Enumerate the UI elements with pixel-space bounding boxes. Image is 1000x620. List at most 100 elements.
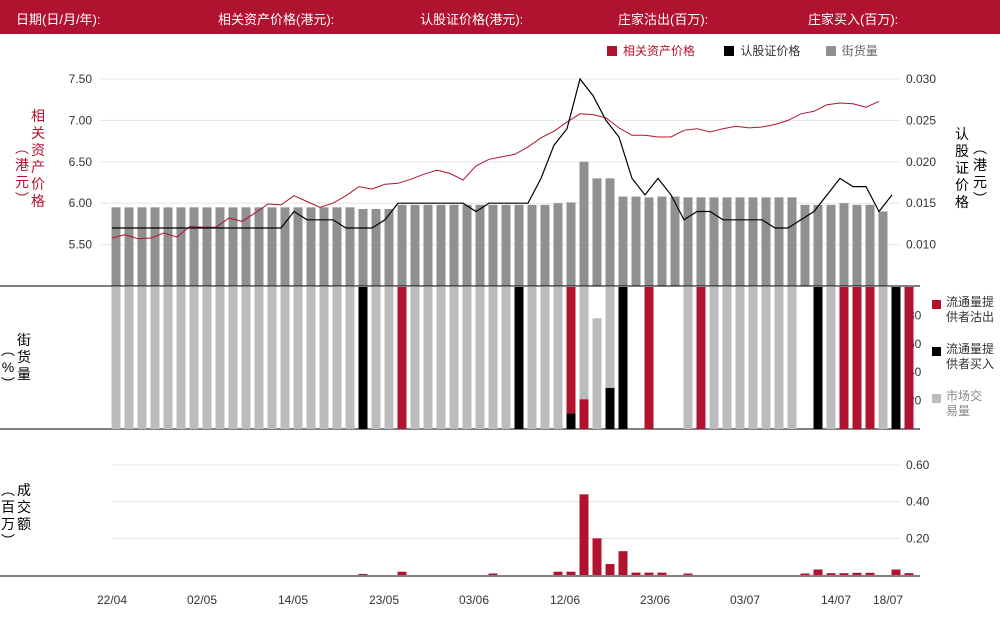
legend-underlying-label: 相关资产价格 [623,44,696,58]
legend-swatch-grey [825,46,836,56]
legend-swatch-black [724,46,735,56]
turnover-bar [631,572,641,575]
outstanding-bar [436,204,446,286]
outstanding-bar [618,196,628,286]
market-volume-bar [475,287,485,429]
outstanding-bar [709,197,719,286]
turnover-bar [553,571,563,575]
turnover-bar [618,551,628,575]
left-axis-title-b: ︵ 港元 ︶ [15,140,29,207]
side-legend-swatch-red [932,300,941,309]
side-legend-sold-label: 流通量提供者沽出 [946,295,995,324]
outstanding-bar [228,207,238,286]
bottom-tick-label: 0.60 [906,458,930,472]
market-volume-bar [267,287,277,429]
outstanding-bar [176,207,186,286]
legend-outstanding: 街货量 [825,42,878,59]
x-tick-label: 22/04 [97,593,127,607]
side-legend-bought-label: 流通量提供者买入 [946,342,995,371]
market-volume-bar [306,287,316,429]
legend-underlying: 相关资产价格 [607,42,695,59]
x-tick-label: 12/06 [550,593,580,607]
market-volume-bar [501,287,511,429]
outstanding-bar [800,204,810,286]
market-volume-bar [436,287,446,429]
x-tick-label: 03/06 [459,593,489,607]
turnover-bar [397,571,407,575]
turnover-bar [904,573,914,575]
x-tick-label: 23/06 [640,593,670,607]
left-axis-title-a: 相关资产价格 [31,108,45,209]
turnover-bar [826,573,836,575]
market-volume-bar [579,287,589,400]
market-volume-bar [215,287,225,429]
outstanding-bar [631,196,641,286]
market-volume-bar [761,287,771,429]
market-volume-bar [410,287,420,429]
lp-sold-bar [579,399,589,429]
turnover-bar [592,538,602,575]
lp-bought-bar [514,287,524,429]
market-volume-bar [722,287,732,429]
outstanding-bar [345,207,355,286]
market-volume-bar [683,287,693,429]
date-label: 日期(日/月/年): [16,12,101,27]
mid-axis-title-b: ︵% ︶ [1,342,15,392]
lp-sold-bar [566,287,576,414]
turnover-bar [813,569,823,575]
side-legend-market: 市场交易量 [932,389,1000,421]
bottom-tick-label: 0.40 [906,495,930,509]
right-tick-label: 0.025 [906,113,936,127]
outstanding-bar [462,204,472,286]
left-tick-label: 6.50 [69,155,93,169]
issuer-bought-label: 庄家买入(百万): [808,12,899,27]
outstanding-bar [410,204,420,286]
lp-bought-bar [891,287,901,429]
market-volume-bar [878,287,888,429]
top-legend: 相关资产价格 认股证价格 街货量 [607,42,878,59]
market-volume-bar [189,287,199,429]
market-volume-bar [202,287,212,429]
outstanding-bar [722,197,732,286]
turnover-bar [605,564,615,575]
x-tick-label: 18/07 [873,593,903,607]
turnover-bar [579,494,589,575]
right-axis-title-a: 认股证价格 [955,126,969,210]
legend-outstanding-label: 街货量 [841,44,878,58]
outstanding-bar [189,207,199,286]
side-legend-swatch-grey [932,394,941,403]
lp-sold-bar [839,287,849,429]
outstanding-bar [514,204,524,286]
outstanding-bar [111,207,121,286]
outstanding-bar [605,178,615,286]
outstanding-bar [163,207,173,286]
outstanding-bar [774,197,784,286]
left-tick-label: 6.00 [69,196,93,210]
legend-swatch-red [607,46,617,56]
outstanding-bar [748,197,758,286]
market-volume-bar [462,287,472,429]
market-volume-bar [228,287,238,429]
market-volume-bar [540,287,550,429]
legend-warrant-label: 认股证价格 [740,44,801,58]
outstanding-bar [644,197,654,286]
bottom-tick-label: 0.20 [906,531,930,545]
market-volume-bar [345,287,355,429]
market-volume-bar [488,287,498,429]
underlying-price-line [111,100,880,240]
lp-bought-bar [566,413,576,429]
outstanding-bar [202,207,212,286]
outstanding-bar [241,207,251,286]
outstanding-bar [306,207,316,286]
outstanding-bar [826,204,836,286]
market-volume-bar [384,287,394,429]
outstanding-bar [423,204,433,286]
x-tick-label: 14/05 [278,593,308,607]
outstanding-bar [384,208,394,286]
underlying-price-label: 相关资产价格(港元): [218,12,335,27]
turnover-bar [839,573,849,575]
market-volume-bar [605,287,615,388]
left-tick-label: 7.50 [69,72,93,86]
turnover-bar [644,572,654,575]
